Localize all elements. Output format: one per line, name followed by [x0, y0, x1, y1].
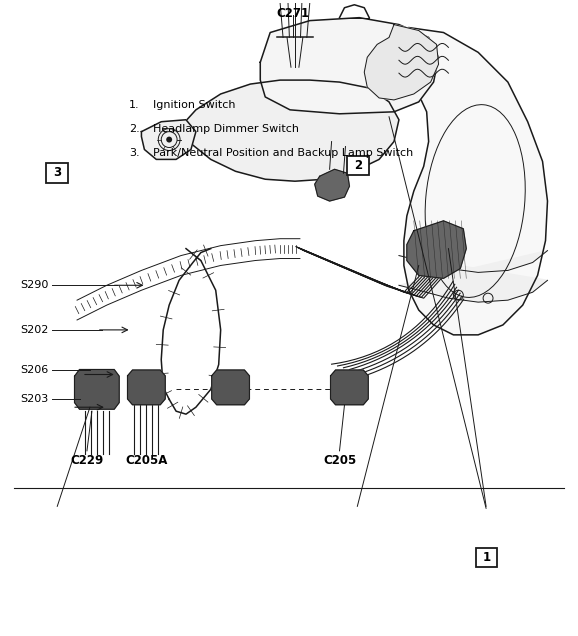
Text: 2: 2: [354, 159, 362, 172]
FancyBboxPatch shape: [476, 548, 498, 567]
Text: 3: 3: [53, 167, 61, 179]
Polygon shape: [142, 120, 196, 160]
Polygon shape: [260, 18, 439, 114]
Polygon shape: [260, 48, 414, 134]
FancyBboxPatch shape: [46, 163, 68, 183]
Polygon shape: [128, 370, 165, 404]
Polygon shape: [212, 370, 249, 404]
Text: Park/Neutral Position and Backup Lamp Switch: Park/Neutral Position and Backup Lamp Sw…: [154, 148, 414, 158]
FancyBboxPatch shape: [347, 156, 369, 176]
Circle shape: [166, 137, 172, 142]
Text: 2.: 2.: [129, 125, 139, 134]
Polygon shape: [399, 251, 547, 302]
Polygon shape: [364, 25, 439, 100]
Polygon shape: [389, 27, 547, 335]
Polygon shape: [176, 80, 399, 181]
Text: S206: S206: [21, 364, 49, 375]
Polygon shape: [331, 370, 368, 404]
Text: 3.: 3.: [129, 148, 139, 158]
Text: C205: C205: [323, 454, 356, 467]
Text: S202: S202: [21, 325, 49, 335]
Text: Headlamp Dimmer Switch: Headlamp Dimmer Switch: [154, 125, 299, 134]
Text: C205A: C205A: [125, 454, 168, 467]
Polygon shape: [315, 169, 350, 201]
Text: 1.: 1.: [129, 100, 139, 111]
Text: Ignition Switch: Ignition Switch: [154, 100, 236, 111]
Text: S203: S203: [21, 394, 49, 404]
Polygon shape: [407, 221, 466, 279]
Text: C271: C271: [276, 7, 310, 20]
Text: C229: C229: [71, 454, 103, 467]
Text: S290: S290: [21, 280, 49, 290]
Text: 1: 1: [483, 551, 491, 564]
Polygon shape: [75, 370, 119, 409]
